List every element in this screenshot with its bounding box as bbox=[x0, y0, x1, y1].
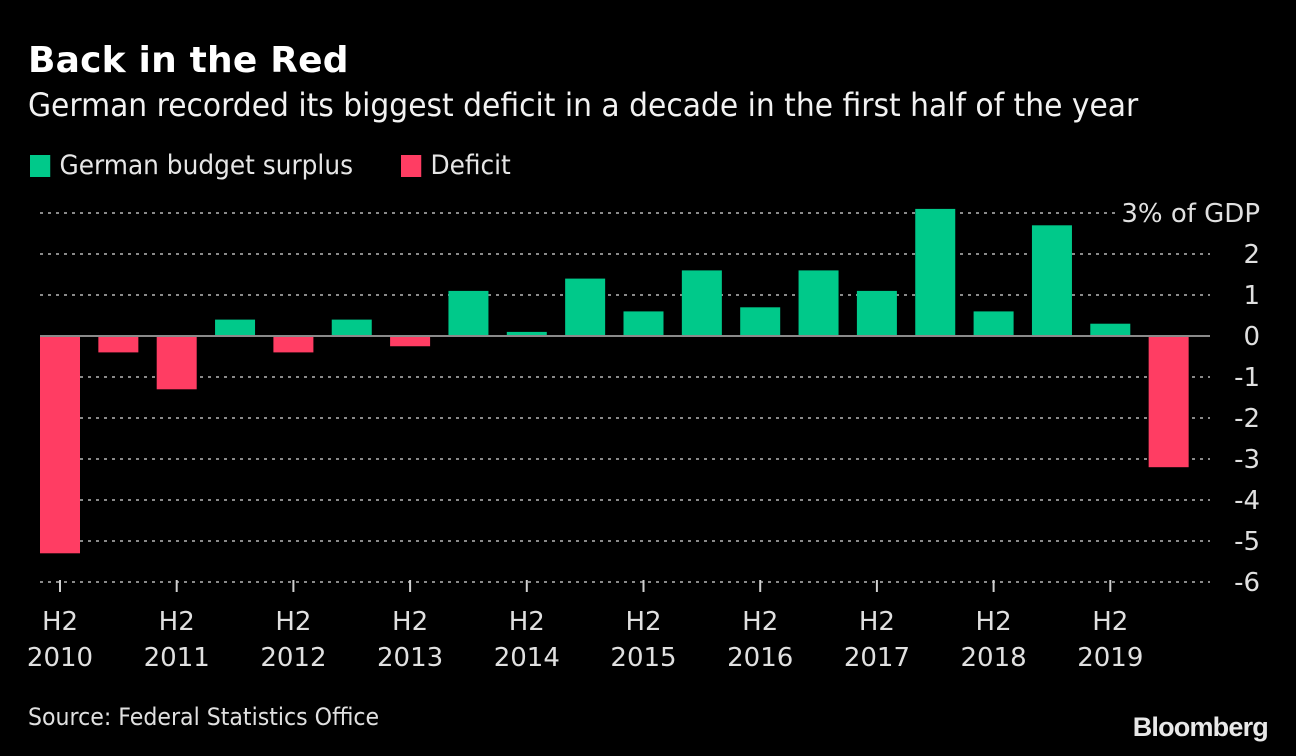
bar-surplus bbox=[331, 319, 372, 336]
bar-surplus bbox=[1090, 323, 1131, 336]
bar-surplus bbox=[506, 331, 547, 336]
bar-deficit bbox=[273, 336, 314, 353]
bars bbox=[40, 208, 1189, 554]
chart-subtitle: German recorded its biggest deficit in a… bbox=[28, 86, 1139, 124]
x-tick-label-half: H2 bbox=[625, 607, 661, 637]
chart-title: Back in the Red bbox=[28, 40, 349, 81]
y-tick-label: -6 bbox=[1234, 568, 1260, 598]
x-tick-label-year: 2016 bbox=[727, 643, 793, 673]
x-axis-ticks: H2 2010 H2 2011 H2 2012 H2 2013 H2 2014 H2 2015 H2 20… bbox=[27, 580, 1143, 673]
x-tick-label-year: 2013 bbox=[377, 643, 443, 673]
bar-surplus bbox=[565, 278, 606, 336]
y-tick-label: 1 bbox=[1243, 281, 1260, 311]
legend-label-deficit: Deficit bbox=[430, 150, 511, 181]
bar-surplus bbox=[681, 270, 722, 336]
legend-swatch-surplus bbox=[30, 154, 51, 177]
y-tick-label: -5 bbox=[1234, 527, 1260, 557]
bar-deficit bbox=[40, 336, 80, 554]
legend-label-surplus: German budget surplus bbox=[59, 150, 354, 181]
y-tick-label: -4 bbox=[1234, 486, 1260, 516]
x-tick-label-year: 2012 bbox=[260, 643, 326, 673]
legend-swatch-deficit bbox=[401, 154, 422, 177]
gridlines bbox=[40, 212, 1210, 583]
legend-item-deficit: Deficit bbox=[401, 150, 511, 181]
bar-deficit bbox=[98, 336, 139, 353]
x-tick-label-half: H2 bbox=[159, 607, 195, 637]
y-axis-ticks: 3% of GDP 2 1 0 -1 -2 -3 -4 -5 -6 bbox=[1121, 199, 1260, 598]
bar-surplus bbox=[973, 311, 1014, 336]
x-tick-label-half: H2 bbox=[1092, 607, 1128, 637]
bar-surplus bbox=[798, 270, 839, 336]
x-tick-label-year: 2011 bbox=[144, 643, 210, 673]
y-tick-label: 2 bbox=[1243, 240, 1260, 270]
x-tick-label-half: H2 bbox=[392, 607, 428, 637]
y-tick-label: -3 bbox=[1234, 445, 1260, 475]
bar-deficit bbox=[390, 336, 431, 347]
x-tick-label-half: H2 bbox=[859, 607, 895, 637]
bar-surplus bbox=[448, 290, 489, 336]
bar-surplus bbox=[215, 319, 256, 336]
x-tick-label-year: 2010 bbox=[27, 643, 93, 673]
x-tick-label-year: 2015 bbox=[610, 643, 676, 673]
bar-deficit bbox=[156, 336, 197, 390]
x-tick-label-half: H2 bbox=[509, 607, 545, 637]
x-tick-label-half: H2 bbox=[976, 607, 1012, 637]
bloomberg-logo: Bloomberg bbox=[1132, 712, 1269, 742]
y-tick-label: -1 bbox=[1234, 363, 1260, 393]
bar-surplus bbox=[623, 311, 664, 336]
bar-surplus bbox=[740, 307, 781, 336]
x-tick-label-year: 2017 bbox=[844, 643, 910, 673]
y-tick-label: 3% of GDP bbox=[1121, 199, 1260, 229]
bar-surplus bbox=[915, 208, 956, 336]
y-tick-label: 0 bbox=[1243, 322, 1260, 352]
y-tick-label: -2 bbox=[1234, 404, 1260, 434]
x-tick-label-half: H2 bbox=[42, 607, 78, 637]
bar-surplus bbox=[1031, 225, 1072, 336]
bar-surplus bbox=[856, 290, 897, 336]
legend: German budget surplus Deficit bbox=[30, 150, 540, 181]
bar-deficit bbox=[1148, 336, 1189, 468]
x-tick-label-year: 2019 bbox=[1077, 643, 1143, 673]
x-tick-label-year: 2014 bbox=[494, 643, 560, 673]
x-tick-label-year: 2018 bbox=[961, 643, 1027, 673]
source-note: Source: Federal Statistics Office bbox=[28, 703, 380, 731]
x-tick-label-half: H2 bbox=[742, 607, 778, 637]
x-tick-label-half: H2 bbox=[275, 607, 311, 637]
legend-item-surplus: German budget surplus bbox=[30, 150, 353, 181]
